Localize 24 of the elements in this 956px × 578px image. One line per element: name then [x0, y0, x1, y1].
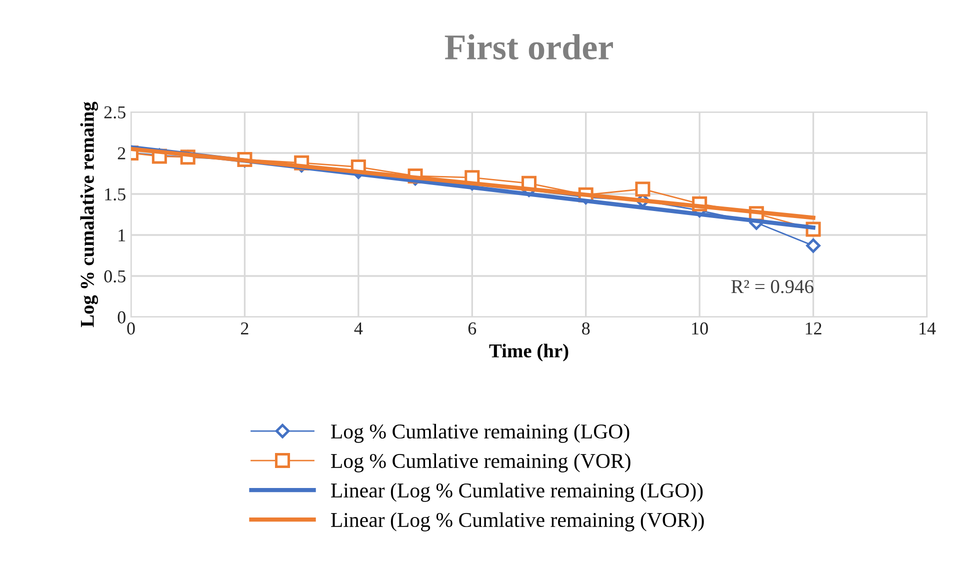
- x-tick-label: 4: [354, 322, 363, 334]
- y-tick-label: 1: [118, 229, 126, 242]
- x-tick-label: 0: [127, 322, 135, 335]
- legend-label: Linear (Log % Cumlative remaining (LGO)): [331, 482, 703, 502]
- y-tick-label: 0.5: [104, 270, 126, 283]
- y-tick-label: 1.5: [105, 188, 126, 201]
- x-tick-label: 14: [920, 322, 936, 334]
- x-tick-label: 2: [240, 322, 248, 334]
- y-tick-label: 0: [118, 311, 126, 324]
- point: [635, 182, 650, 197]
- y-axis-title: Log % cumalative remaing: [80, 102, 98, 328]
- legend-label: Log % Cumlative remaining (LGO): [331, 424, 630, 443]
- y-tick-label: 2.5: [104, 106, 126, 119]
- legend-label: Log % Cumlative remaining (VOR): [331, 453, 630, 472]
- y-tick-label: 2: [118, 147, 126, 160]
- x-tick-label: 12: [806, 322, 822, 334]
- point: [806, 238, 820, 253]
- annotation: R² = 0.946: [731, 280, 814, 294]
- x-tick-label: 10: [692, 322, 708, 335]
- x-axis-title: Time (hr): [489, 344, 568, 362]
- legend-label: Linear (Log % Cumlative remaining (VOR)): [331, 512, 704, 532]
- x-tick-label: 6: [468, 322, 476, 335]
- x-tick-label: 8: [582, 322, 590, 335]
- chart-title: First order: [444, 34, 613, 60]
